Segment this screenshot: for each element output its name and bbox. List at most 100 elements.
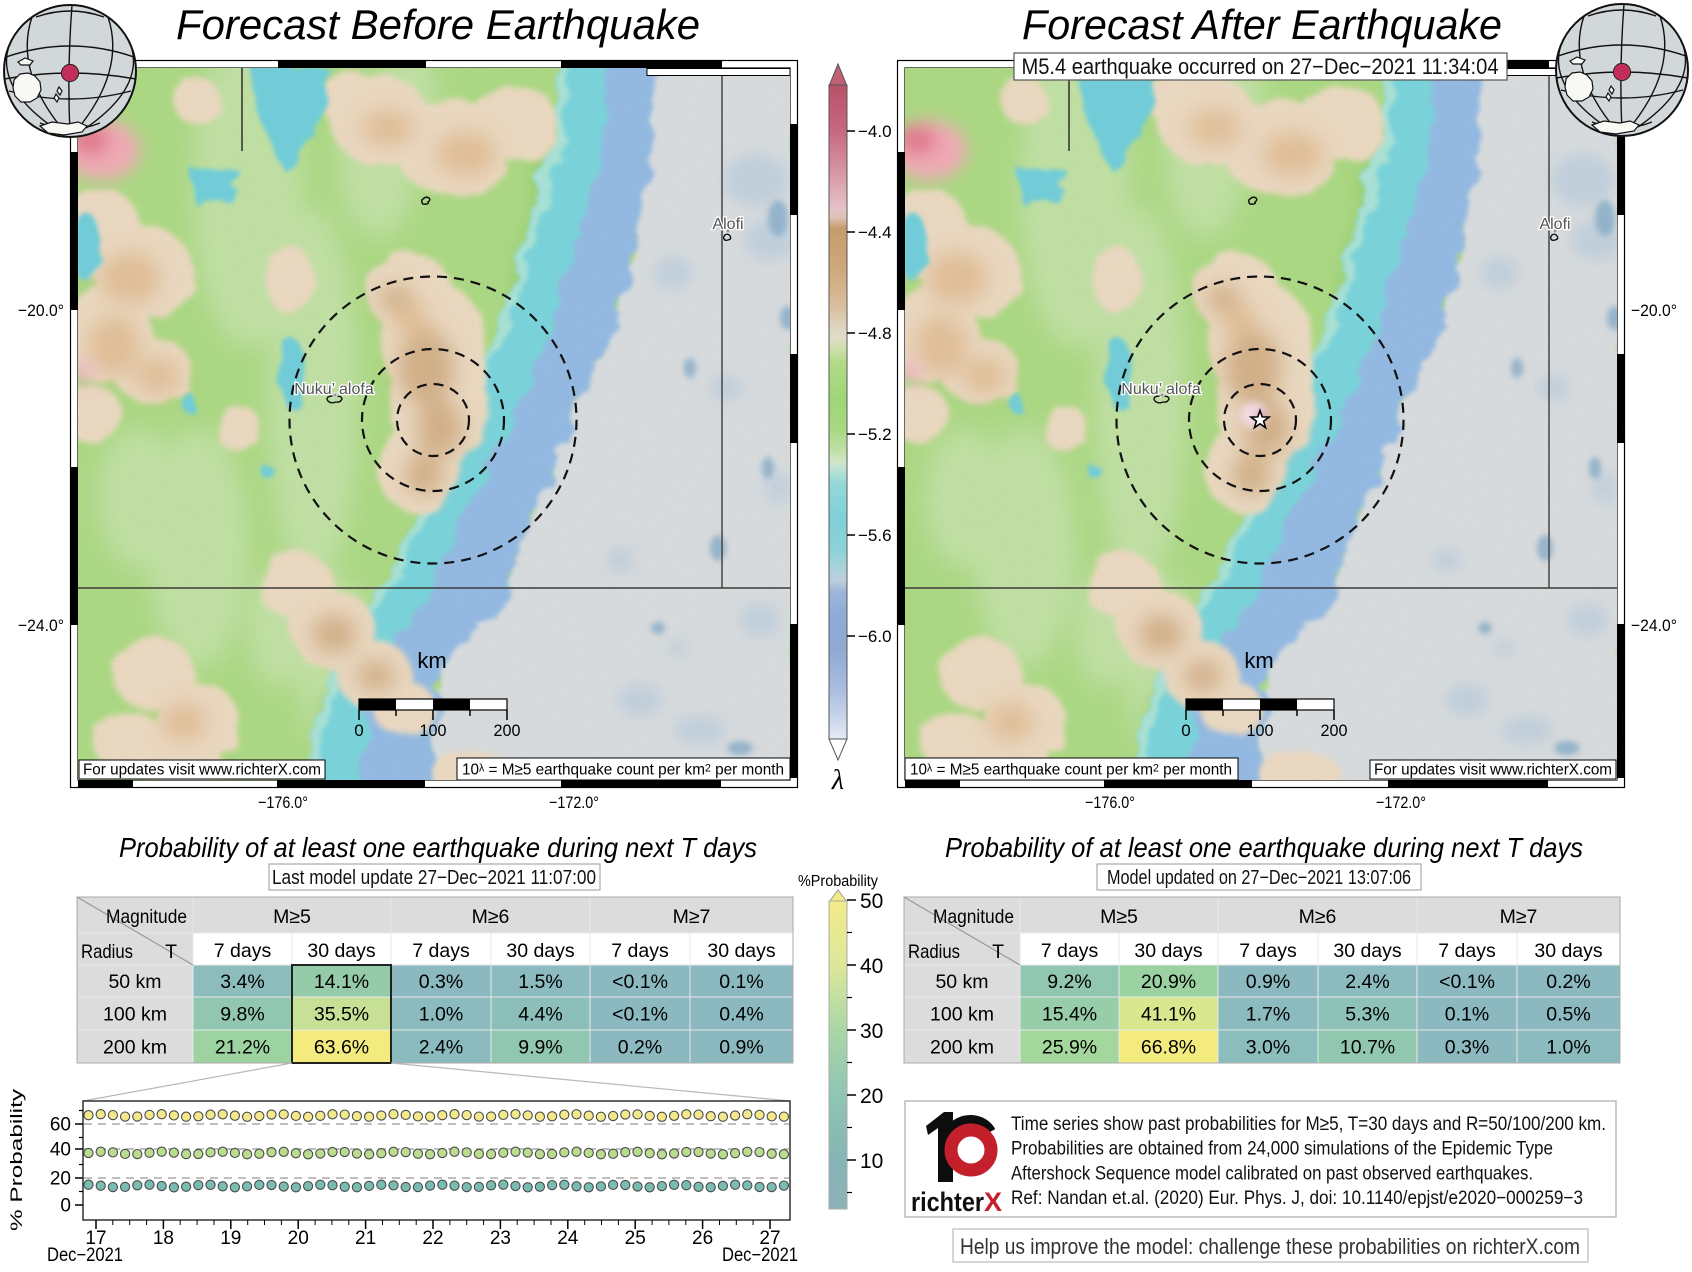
svg-text:Alofi: Alofi [712, 216, 743, 233]
svg-text:25.9%: 25.9% [1042, 1037, 1097, 1059]
svg-text:M≥6: M≥6 [472, 906, 510, 928]
svg-text:200 km: 200 km [103, 1037, 167, 1059]
svg-text:M≥5: M≥5 [273, 906, 311, 928]
svg-text:100 km: 100 km [930, 1004, 994, 1026]
svg-text:M≥7: M≥7 [1500, 906, 1538, 928]
svg-text:2.4%: 2.4% [419, 1037, 463, 1059]
svg-text:23: 23 [490, 1228, 511, 1249]
svg-text:M≥5: M≥5 [1100, 906, 1138, 928]
svg-text:Probability of at least one ea: Probability of at least one earthquake d… [119, 832, 757, 863]
svg-text:100: 100 [1247, 721, 1274, 740]
svg-text:30 days: 30 days [707, 940, 776, 962]
svg-text:7 days: 7 days [1239, 940, 1297, 962]
svg-text:30: 30 [860, 1020, 883, 1043]
svg-text:Model updated on 27−Dec−2021 1: Model updated on 27−Dec−2021 13:07:06 [1107, 867, 1411, 889]
svg-text:Aftershock Sequence model cali: Aftershock Sequence model calibrated on … [1011, 1162, 1533, 1184]
svg-text:−4.0: −4.0 [858, 122, 892, 141]
svg-text:0.9%: 0.9% [1246, 971, 1290, 993]
svg-text:For updates visit www.richterX: For updates visit www.richterX.com [83, 762, 321, 779]
svg-text:0.9%: 0.9% [719, 1037, 763, 1059]
svg-text:0: 0 [60, 1196, 71, 1217]
svg-text:9.2%: 9.2% [1047, 971, 1091, 993]
svg-text:X: X [984, 1187, 1002, 1217]
svg-text:35.5%: 35.5% [314, 1004, 369, 1026]
svg-text:Magnitude: Magnitude [933, 906, 1014, 928]
svg-text:richter: richter [911, 1187, 984, 1217]
svg-text:66.8%: 66.8% [1141, 1037, 1196, 1059]
svg-text:200 km: 200 km [930, 1037, 994, 1059]
svg-text:Magnitude: Magnitude [106, 906, 187, 928]
svg-text:Nuku’ alofa: Nuku’ alofa [294, 381, 374, 398]
svg-text:−172.0°: −172.0° [549, 793, 599, 812]
svg-text:% Probability: % Probability [7, 1088, 26, 1231]
svg-text:<0.1%: <0.1% [612, 1004, 668, 1026]
svg-text:−172.0°: −172.0° [1376, 793, 1426, 812]
svg-text:<0.1%: <0.1% [1439, 971, 1495, 993]
svg-text:0.3%: 0.3% [1445, 1037, 1489, 1059]
svg-text:−5.6: −5.6 [858, 526, 892, 545]
svg-text:km: km [417, 648, 446, 673]
svg-text:−5.2: −5.2 [858, 425, 892, 444]
svg-text:30 days: 30 days [1534, 940, 1603, 962]
svg-text:30 days: 30 days [307, 940, 376, 962]
svg-text:20: 20 [50, 1169, 71, 1190]
svg-text:0.5%: 0.5% [1546, 1004, 1590, 1026]
svg-text:3.0%: 3.0% [1246, 1037, 1290, 1059]
svg-text:T: T [992, 941, 1004, 963]
svg-text:0.4%: 0.4% [719, 1004, 763, 1026]
svg-text:Ref: Nandan et.al. (2020) Eur.: Ref: Nandan et.al. (2020) Eur. Phys. J, … [1011, 1187, 1583, 1209]
svg-text:30 days: 30 days [506, 940, 575, 962]
svg-text:0.1%: 0.1% [1445, 1004, 1489, 1026]
svg-text:0.1%: 0.1% [719, 971, 763, 993]
svg-text:200: 200 [494, 721, 521, 740]
svg-text:For updates visit www.richterX: For updates visit www.richterX.com [1374, 762, 1612, 779]
svg-text:Alofi: Alofi [1539, 216, 1570, 233]
svg-text:18: 18 [153, 1228, 174, 1249]
svg-text:Help us improve the model: cha: Help us improve the model: challenge the… [960, 1234, 1580, 1259]
svg-text:1.7%: 1.7% [1246, 1004, 1290, 1026]
svg-text:200: 200 [1321, 721, 1348, 740]
svg-text:5.3%: 5.3% [1345, 1004, 1389, 1026]
svg-text:2.4%: 2.4% [1345, 971, 1389, 993]
svg-text:41.1%: 41.1% [1141, 1004, 1196, 1026]
svg-text:Dec−2021: Dec−2021 [47, 1245, 123, 1266]
svg-text:20.9%: 20.9% [1141, 971, 1196, 993]
svg-text:14.1%: 14.1% [314, 971, 369, 993]
svg-text:7 days: 7 days [1438, 940, 1496, 962]
svg-text:7 days: 7 days [1041, 940, 1099, 962]
svg-text:−176.0°: −176.0° [258, 793, 308, 812]
svg-text:−20.0°: −20.0° [18, 301, 64, 320]
svg-text:50 km: 50 km [108, 971, 161, 993]
svg-text:20: 20 [860, 1085, 883, 1108]
svg-text:km: km [1244, 648, 1273, 673]
svg-text:M≥6: M≥6 [1299, 906, 1337, 928]
svg-text:50 km: 50 km [935, 971, 988, 993]
svg-text:15.4%: 15.4% [1042, 1004, 1097, 1026]
svg-text:100 km: 100 km [103, 1004, 167, 1026]
svg-text:Forecast After Earthquake: Forecast After Earthquake [1022, 1, 1502, 48]
svg-text:%Probability: %Probability [798, 873, 878, 890]
svg-text:10.7%: 10.7% [1340, 1037, 1395, 1059]
svg-text:1.5%: 1.5% [518, 971, 562, 993]
svg-text:T: T [165, 941, 177, 963]
svg-text:M5.4 earthquake occurred on 27: M5.4 earthquake occurred on 27−Dec−2021 … [1022, 54, 1499, 79]
svg-text:Nuku’ alofa: Nuku’ alofa [1121, 381, 1201, 398]
svg-text:60: 60 [50, 1115, 71, 1136]
svg-text:−24.0°: −24.0° [1631, 616, 1677, 635]
svg-text:10λ = M≥5 earthquake count per: 10λ = M≥5 earthquake count per km2 per m… [462, 762, 784, 779]
svg-text:1.0%: 1.0% [1546, 1037, 1590, 1059]
svg-text:0.2%: 0.2% [1546, 971, 1590, 993]
svg-text:3.4%: 3.4% [220, 971, 264, 993]
svg-text:40: 40 [50, 1140, 71, 1161]
svg-text:7 days: 7 days [611, 940, 669, 962]
svg-text:27: 27 [759, 1228, 780, 1249]
svg-text:30 days: 30 days [1333, 940, 1402, 962]
svg-text:7 days: 7 days [214, 940, 272, 962]
svg-text:24: 24 [557, 1228, 579, 1249]
svg-text:1.0%: 1.0% [419, 1004, 463, 1026]
svg-text:9.9%: 9.9% [518, 1037, 562, 1059]
svg-text:Forecast Before Earthquake: Forecast Before Earthquake [176, 1, 700, 48]
svg-text:17: 17 [85, 1228, 106, 1249]
svg-text:−4.4: −4.4 [858, 223, 892, 242]
svg-text:−24.0°: −24.0° [18, 616, 64, 635]
